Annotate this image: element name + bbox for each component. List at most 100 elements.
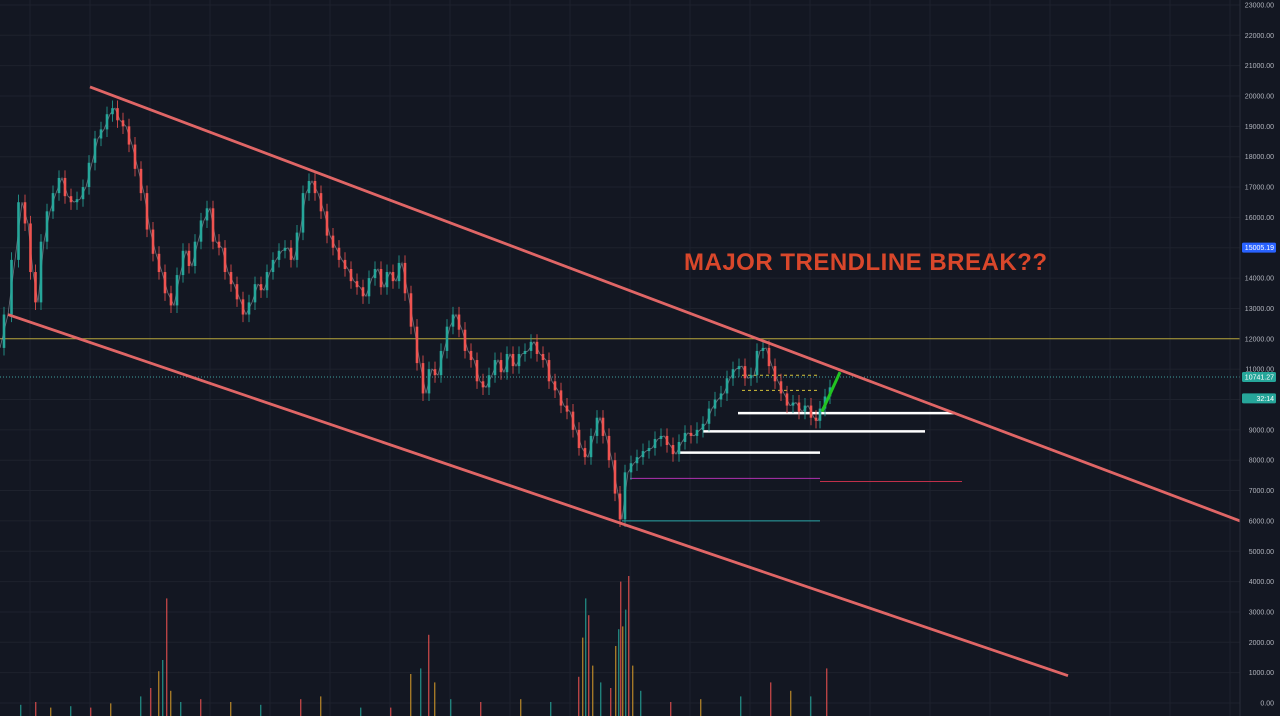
y-tick-label: 14000.00: [1245, 276, 1274, 283]
volume-bar: [90, 707, 92, 716]
candle-body: [151, 229, 155, 254]
candle-body: [713, 399, 717, 409]
candle-body: [433, 369, 437, 376]
candle-body: [641, 451, 645, 458]
y-tick-label: 20000.00: [1245, 94, 1274, 101]
candle-body: [761, 347, 765, 351]
candle-body: [181, 250, 185, 276]
candle-body: [647, 448, 651, 452]
candle-body: [235, 284, 239, 300]
candle-body: [205, 208, 209, 221]
candle-body: [565, 405, 569, 412]
y-tick-label: 16000.00: [1245, 215, 1274, 222]
candle-body: [343, 259, 347, 269]
volume-bar: [35, 702, 37, 716]
candle-body: [719, 393, 723, 400]
volume-bar: [826, 668, 828, 716]
volume-bar: [622, 626, 624, 716]
volume-bar: [260, 704, 262, 716]
candle-body: [601, 417, 605, 436]
candle-body: [577, 429, 581, 449]
candle-body: [313, 180, 317, 194]
candle-body: [559, 390, 563, 406]
candle-body: [81, 187, 85, 200]
candle-body: [659, 435, 663, 439]
volume-bar: [588, 615, 590, 716]
volume-bar: [158, 671, 160, 716]
y-tick-label: 4000.00: [1249, 579, 1274, 586]
y-tick-label: 13000.00: [1245, 306, 1274, 313]
candle-body: [487, 375, 491, 388]
candle-body: [175, 275, 179, 306]
chart-annotation-title: MAJOR TRENDLINE BREAK??: [684, 249, 1048, 276]
y-tick-label: 22000.00: [1245, 33, 1274, 40]
candle-body: [493, 360, 497, 376]
y-tick-label: 7000.00: [1249, 488, 1274, 495]
candle-body: [127, 126, 131, 145]
y-tick-label: 18000.00: [1245, 154, 1274, 161]
candle-body: [373, 268, 377, 279]
candle-body: [785, 393, 789, 406]
candle-body: [803, 405, 807, 412]
y-tick-label: 0.00: [1260, 701, 1274, 708]
candle-body: [595, 417, 599, 436]
candle-body: [613, 460, 617, 494]
volume-bar: [628, 576, 630, 716]
candle-body: [731, 369, 735, 379]
candle-body: [457, 314, 461, 330]
candle-body: [301, 193, 305, 233]
volume-bar: [625, 609, 627, 716]
candle-body: [767, 347, 771, 367]
price-badge-bg: [1242, 372, 1276, 383]
candle-body: [707, 408, 711, 424]
candle-body: [415, 326, 419, 364]
candle-body: [391, 272, 395, 282]
candle-body: [289, 247, 293, 260]
y-tick-label: 3000.00: [1249, 609, 1274, 616]
trend-channel: [7, 85, 1241, 678]
price-badges: 15005.19 10741.27 32:14: [1242, 242, 1276, 404]
candle-body: [116, 108, 119, 121]
candle-body: [818, 408, 822, 421]
volume-bar: [770, 682, 772, 716]
candle-body: [355, 281, 359, 288]
candle-body: [133, 144, 137, 169]
volume-bar: [428, 634, 430, 716]
candle-body: [379, 268, 383, 288]
volume-bar: [180, 702, 182, 716]
y-tick-label: 5000.00: [1249, 549, 1274, 556]
candle-body: [105, 114, 109, 130]
candle-body: [629, 463, 633, 473]
candle-body: [547, 360, 551, 382]
y-tick-label: 11000.00: [1245, 367, 1274, 374]
candle-body: [737, 366, 741, 370]
volume-bars: [20, 576, 828, 716]
volume-bar: [200, 699, 202, 716]
candle-body: [29, 223, 32, 273]
candle-body: [463, 329, 467, 351]
candle-body: [217, 241, 221, 248]
candle-body: [349, 268, 353, 282]
candle-body: [34, 272, 37, 303]
volume-bar: [618, 629, 620, 716]
candle-body: [571, 411, 575, 430]
volume-bar: [592, 665, 594, 716]
y-tick-label: 12000.00: [1245, 336, 1274, 343]
candle-body: [421, 363, 425, 394]
candle-body: [121, 120, 125, 127]
candle-body: [157, 253, 161, 273]
y-tick-label: 19000.00: [1245, 124, 1274, 131]
candle-body: [307, 180, 311, 194]
candle-body: [75, 199, 79, 203]
y-tick-label: 6000.00: [1249, 518, 1274, 525]
volume-bar: [700, 699, 702, 716]
candle-body: [277, 250, 281, 260]
candle-body: [57, 177, 61, 194]
volume-bar: [360, 707, 362, 716]
y-tick-label: 17000.00: [1245, 185, 1274, 192]
candle-body: [749, 375, 753, 379]
candle-body: [111, 108, 114, 115]
volume-bar: [578, 676, 580, 716]
